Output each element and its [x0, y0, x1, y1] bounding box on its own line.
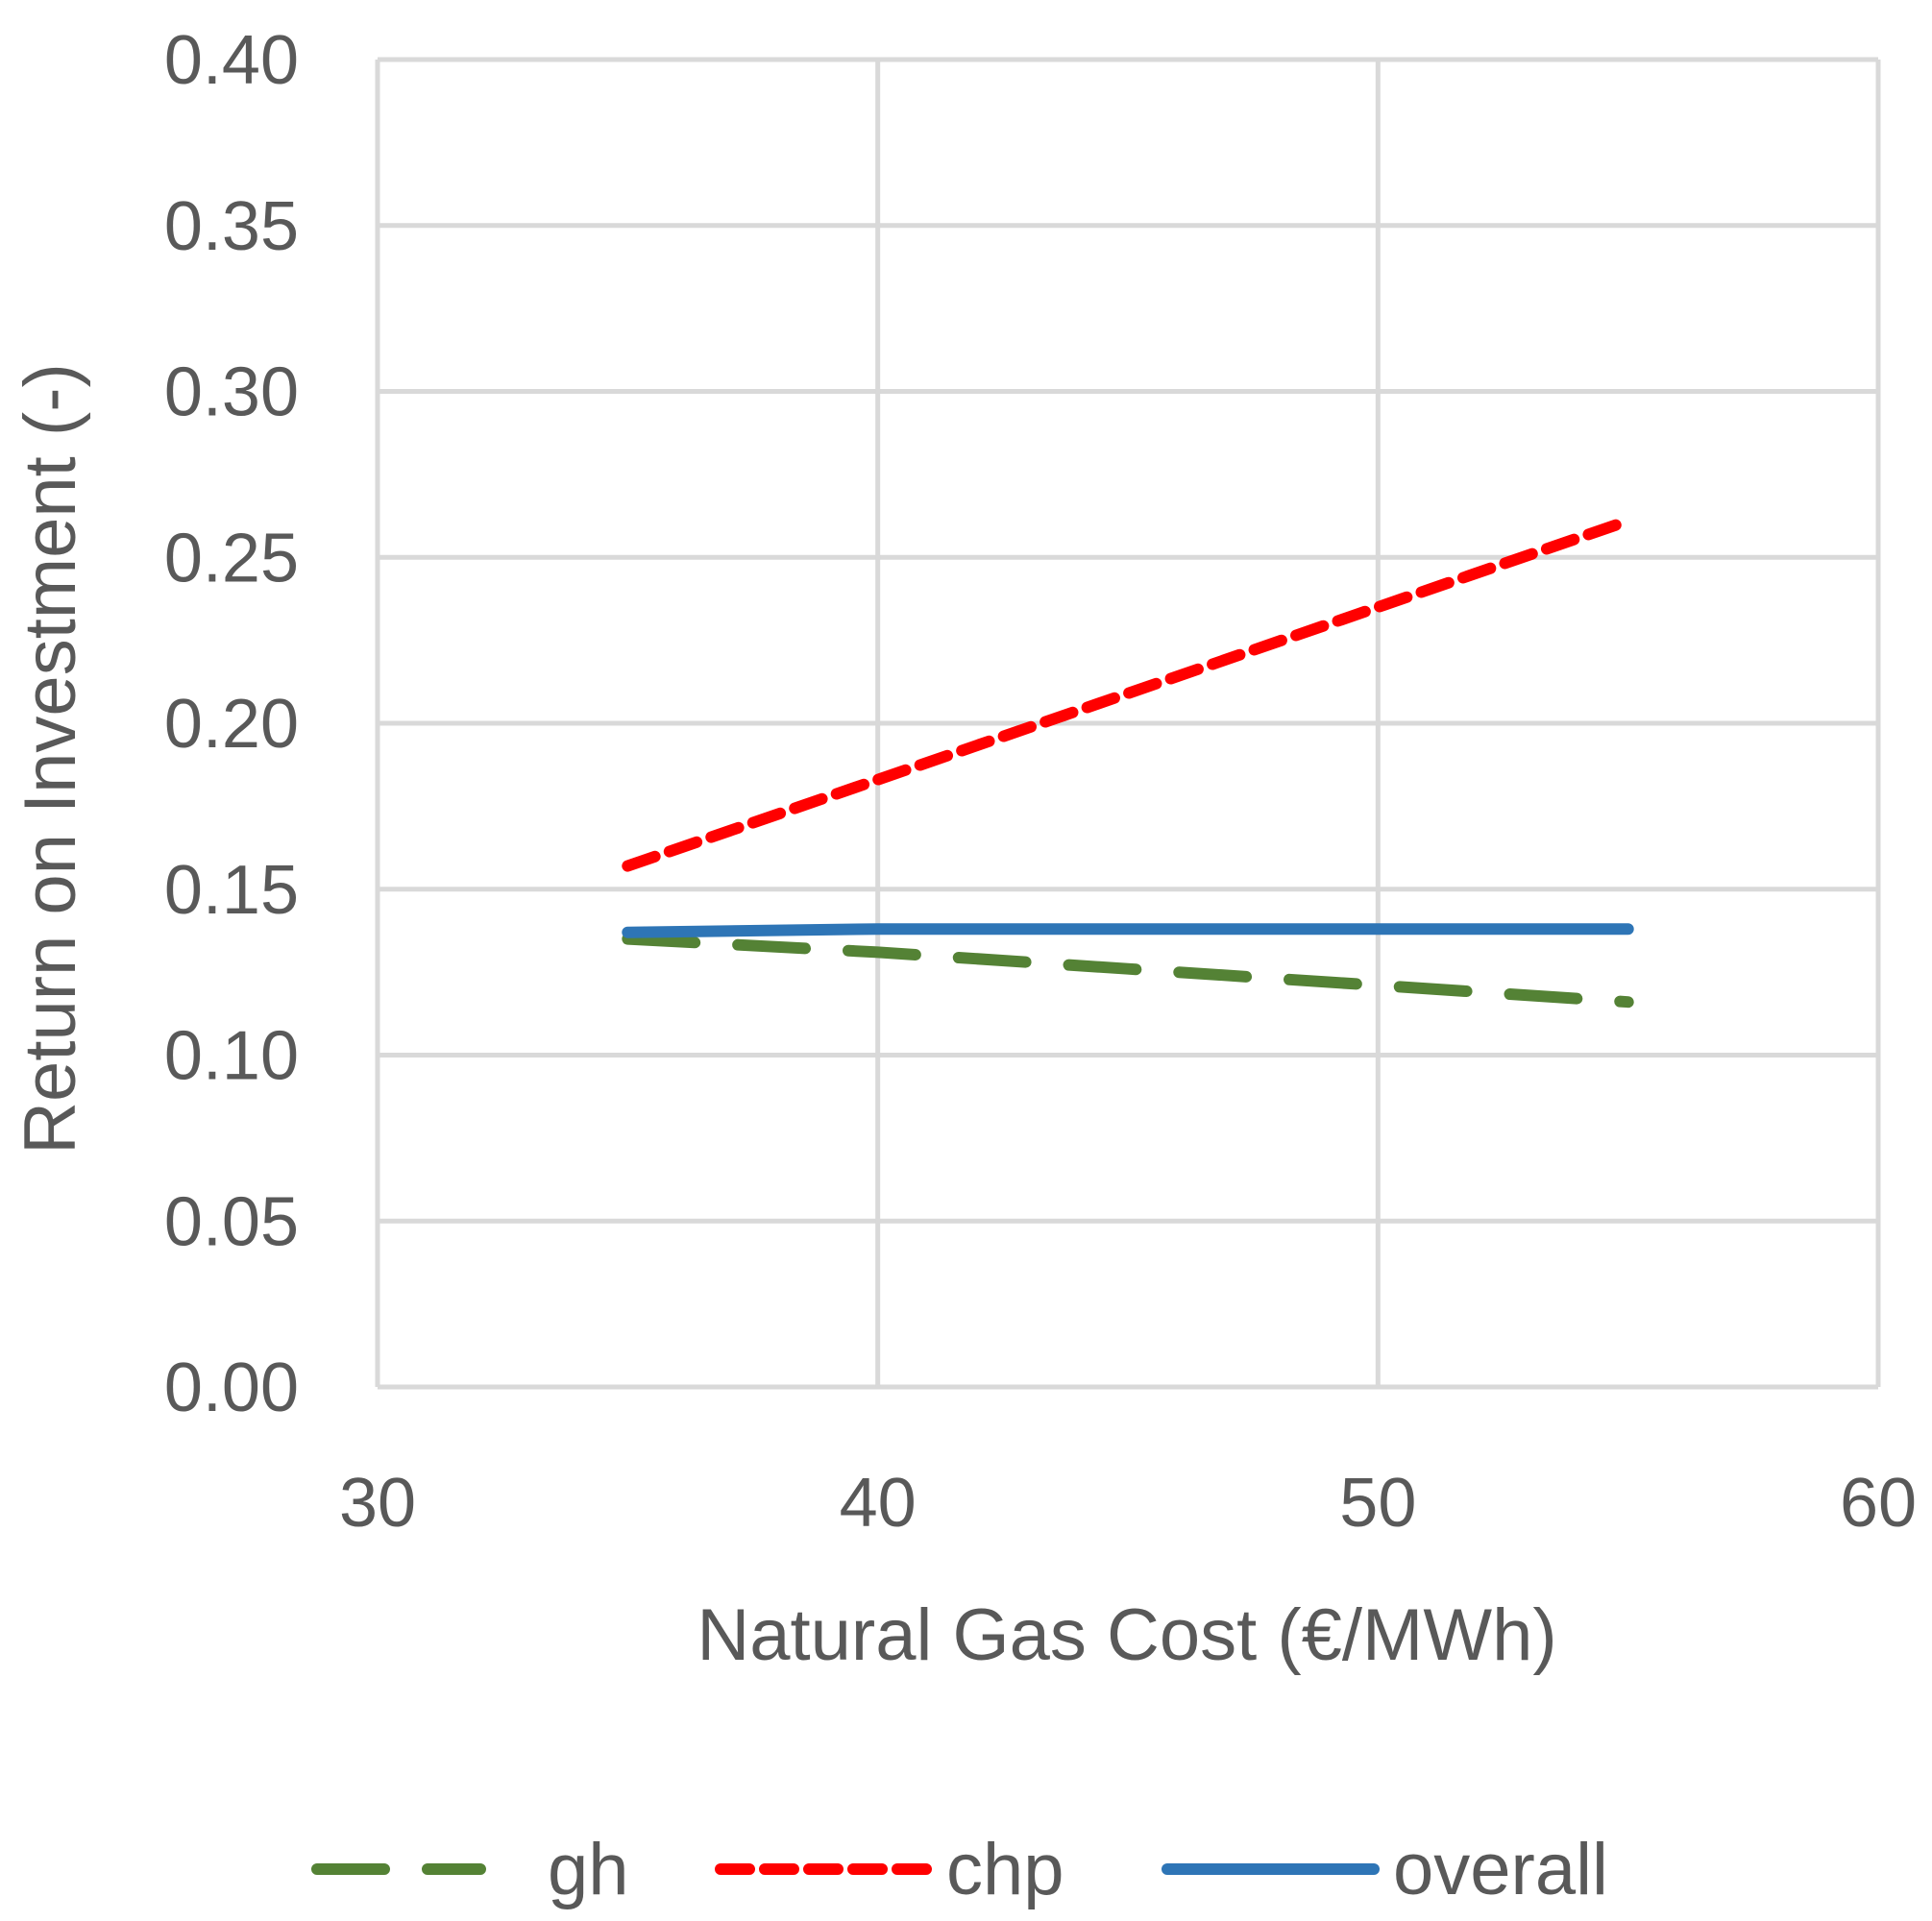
y-tick-label: 0.10 [164, 1018, 299, 1095]
x-tick-label: 40 [840, 1465, 917, 1542]
y-tick-label: 0.15 [164, 852, 299, 929]
gridlines [375, 57, 1881, 1390]
legend-label-overall: overall [1393, 1829, 1608, 1910]
legend: gh chp overall [311, 1829, 1608, 1910]
legend-label-chp: chp [946, 1829, 1064, 1910]
y-tick-label: 0.00 [164, 1350, 299, 1426]
y-tick-label: 0.05 [164, 1183, 299, 1260]
y-tick-label: 0.20 [164, 686, 299, 763]
series-line-chp [622, 515, 1634, 872]
series-line-overall [622, 923, 1634, 938]
data-series [622, 515, 1634, 1009]
y-tick-label: 0.25 [164, 520, 299, 596]
x-axis-ticks: 30 40 50 60 [339, 1465, 1917, 1542]
x-axis-title: Natural Gas Cost (€/MWh) [697, 1594, 1556, 1676]
legend-label-gh: gh [548, 1829, 629, 1910]
x-tick-label: 60 [1840, 1465, 1917, 1542]
x-tick-label: 50 [1339, 1465, 1416, 1542]
y-axis-title: Return on Investment (-) [10, 363, 91, 1155]
y-axis-ticks: 0.00 0.05 0.10 0.15 0.20 0.25 0.30 0.35 0.40 [164, 22, 299, 1426]
y-tick-label: 0.35 [164, 188, 299, 265]
y-tick-label: 0.30 [164, 354, 299, 431]
series-line-gh [622, 933, 1634, 1009]
x-tick-label: 30 [339, 1465, 416, 1542]
y-tick-label: 0.40 [164, 22, 299, 99]
